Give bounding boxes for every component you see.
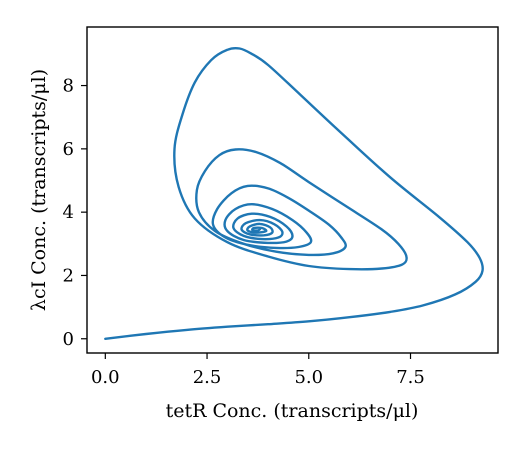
y-tick-labels: 0 2 4 6 8 [63,76,74,350]
y-tick-label: 2 [63,265,74,286]
x-tick-labels: 0.0 2.5 5.0 7.5 [91,367,425,388]
y-tick-label: 6 [63,139,74,160]
x-axis-label: tetR Conc. (transcripts/μl) [166,400,419,422]
x-tick-label: 2.5 [193,367,222,388]
tick-marks [81,84,412,359]
y-tick-label: 4 [63,202,74,223]
x-tick-label: 0.0 [91,367,120,388]
y-tick-label: 8 [63,76,74,97]
y-tick-label: 0 [63,329,74,350]
series-lines [104,46,484,340]
plot-area-frame [86,26,499,354]
x-tick-label: 7.5 [396,367,425,388]
x-tick-label: 5.0 [294,367,323,388]
trajectory-line [104,46,484,340]
y-axis-label: λcI Conc. (transcripts/μl) [28,69,50,311]
